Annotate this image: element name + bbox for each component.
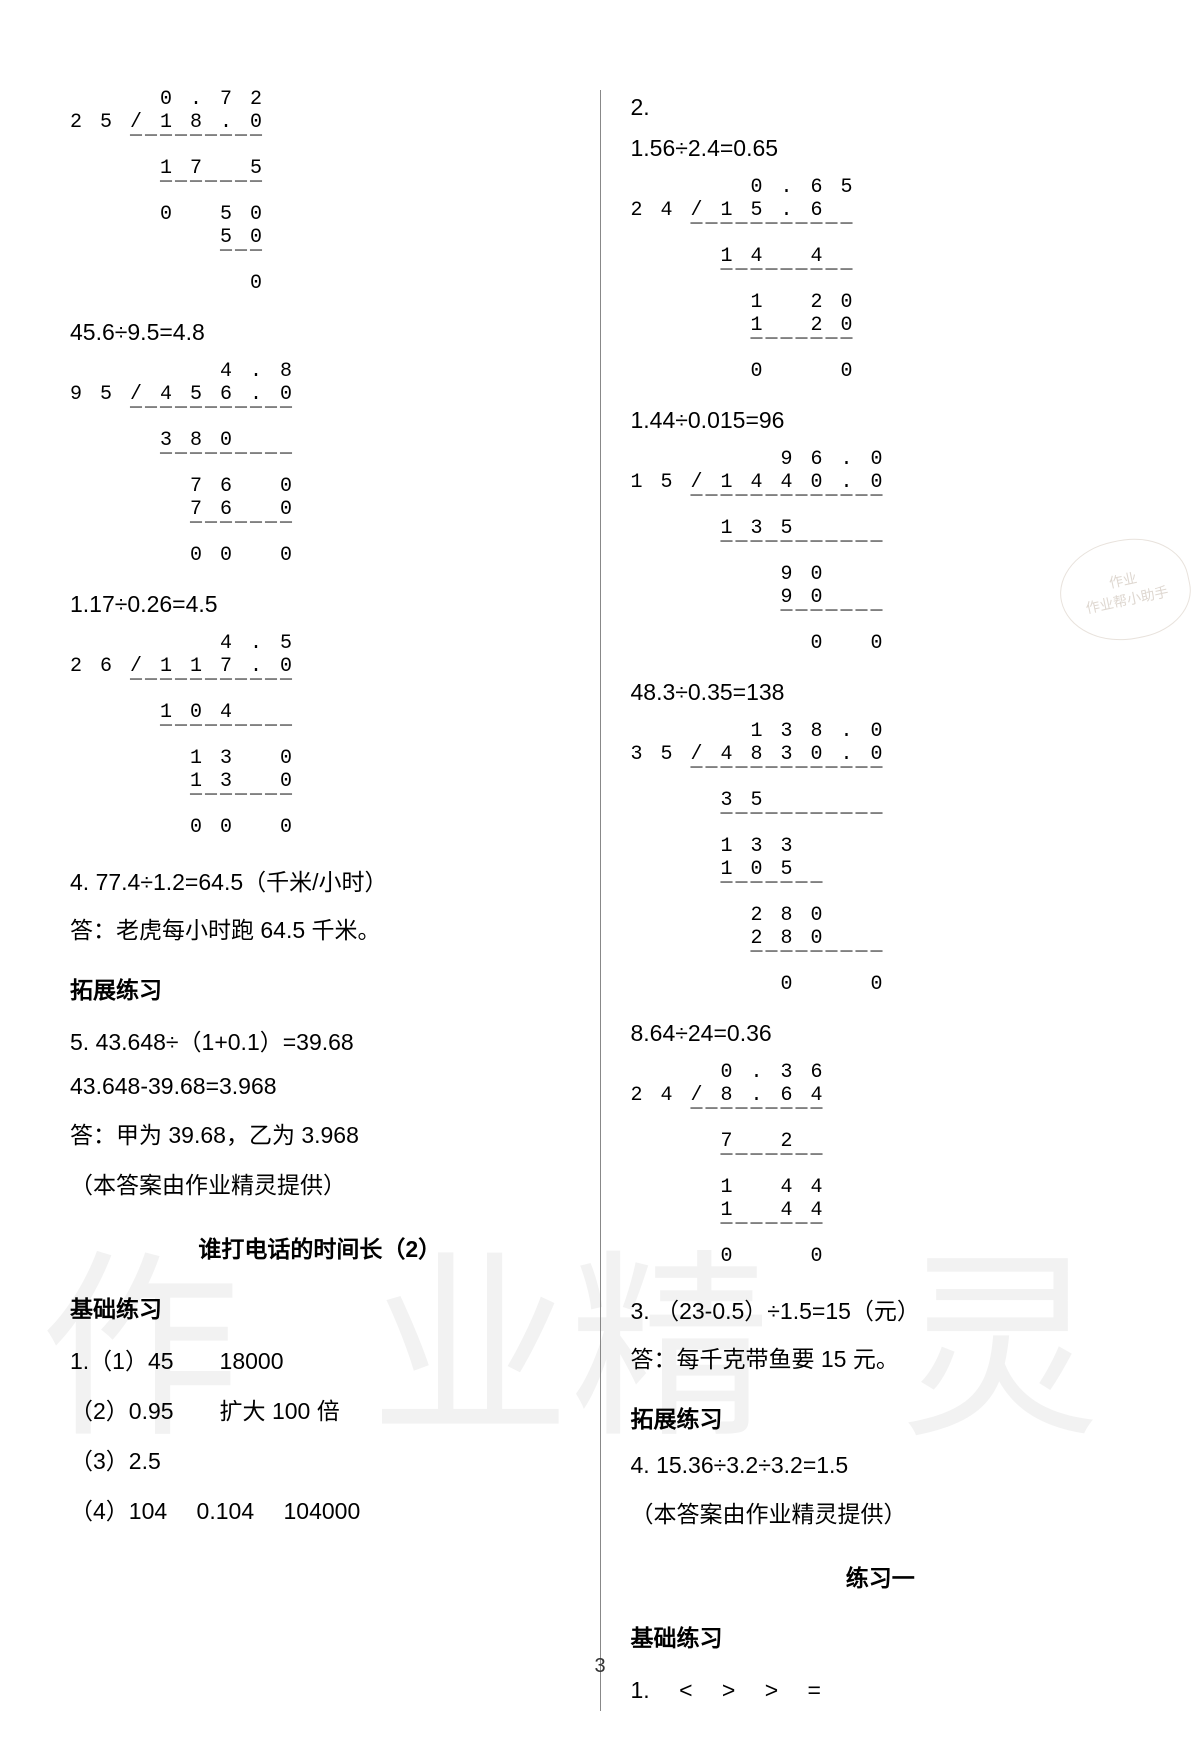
q1-1: 1.（1）45 18000: [70, 1342, 570, 1376]
long-division-3: 4 . 5 2 6 / 1 1 7 . 0 ‾‾‾‾‾‾‾‾‾‾‾ 1 0 4 …: [70, 632, 570, 839]
equation: 1.17÷0.26=4.5: [70, 591, 570, 618]
extension-title: 拓展练习: [70, 971, 570, 1005]
answer-3: 答：每千克带鱼要 15 元。: [631, 1340, 1131, 1374]
long-division-r3: 1 3 8 . 0 3 5 / 4 8 3 0 . 0 ‾‾‾‾‾‾‾‾‾‾‾‾…: [631, 720, 1131, 996]
equation: 1.56÷2.4=0.65: [631, 135, 1131, 162]
long-division-r4: 0 . 3 6 2 4 / 8 . 6 4 ‾‾‾‾‾‾‾‾‾ 7 2 ‾‾‾‾…: [631, 1061, 1131, 1268]
credit-note-r: （本答案由作业精灵提供）: [631, 1495, 1131, 1529]
section-title-phone: 谁打电话的时间长（2）: [70, 1230, 570, 1264]
equation: 48.3÷0.35=138: [631, 679, 1131, 706]
question-3: 3. （23-0.5）÷1.5=15（元）: [631, 1292, 1131, 1326]
long-division-1: 0 . 7 2 2 5 / 1 8 . 0 ‾‾‾‾‾‾‾‾‾ 1 7 5 ‾‾…: [70, 88, 570, 295]
question-5b: 43.648-39.68=3.968: [70, 1073, 570, 1100]
q1-2: （2）0.95 扩大 100 倍: [70, 1392, 570, 1426]
page-content: 0 . 7 2 2 5 / 1 8 . 0 ‾‾‾‾‾‾‾‾‾ 1 7 5 ‾‾…: [0, 0, 1200, 1761]
question-5a: 5. 43.648÷（1+0.1）=39.68: [70, 1023, 570, 1057]
right-column: 2. 1.56÷2.4=0.65 0 . 6 5 2 4 / 1 5 . 6 ‾…: [601, 80, 1131, 1721]
question-4: 4. 77.4÷1.2=64.5（千米/小时）: [70, 863, 570, 897]
long-division-r2: 9 6 . 0 1 5 / 1 4 4 0 . 0 ‾‾‾‾‾‾‾‾‾‾‾‾‾ …: [631, 448, 1131, 655]
equation: 1.44÷0.015=96: [631, 407, 1131, 434]
left-column: 0 . 7 2 2 5 / 1 8 . 0 ‾‾‾‾‾‾‾‾‾ 1 7 5 ‾‾…: [70, 80, 600, 1721]
extension-title-r: 拓展练习: [631, 1400, 1131, 1434]
long-division-r1: 0 . 6 5 2 4 / 1 5 . 6 ‾‾‾‾‾‾‾‾‾‾‾ 1 4 4 …: [631, 176, 1131, 383]
basic-title-r: 基础练习: [631, 1619, 1131, 1653]
answer-4: 答：老虎每小时跑 64.5 千米。: [70, 911, 570, 945]
long-division-2: 4 . 8 9 5 / 4 5 6 . 0 ‾‾‾‾‾‾‾‾‾‾‾ 3 8 0 …: [70, 360, 570, 567]
equation: 45.6÷9.5=4.8: [70, 319, 570, 346]
question-4r: 4. 15.36÷3.2÷3.2=1.5: [631, 1452, 1131, 1479]
page-number: 3: [0, 1655, 1200, 1678]
q1-3: （3）2.5: [70, 1442, 570, 1476]
section-title-practice1: 练习一: [631, 1559, 1131, 1593]
equation: 8.64÷24=0.36: [631, 1020, 1131, 1047]
answer-5: 答：甲为 39.68，乙为 3.968: [70, 1116, 570, 1150]
credit-note: （本答案由作业精灵提供）: [70, 1166, 570, 1200]
basic-title: 基础练习: [70, 1290, 570, 1324]
question-2: 2.: [631, 94, 1131, 121]
q1-4: （4）104 0.104 104000: [70, 1492, 570, 1526]
